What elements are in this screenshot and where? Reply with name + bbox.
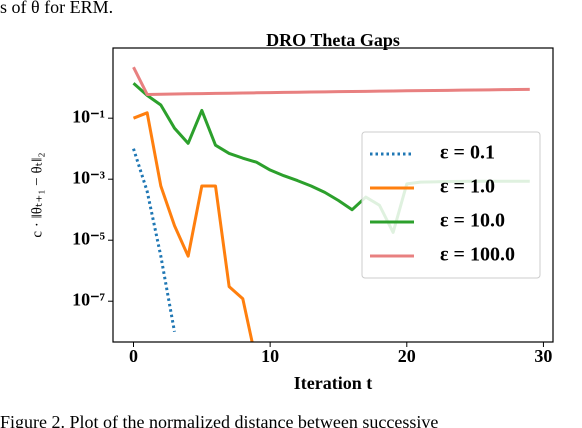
axes-frame [112, 47, 554, 343]
x-tick-label: 10 [261, 346, 279, 366]
y-tick-label: 10⁻⁷ [72, 289, 106, 309]
x-tick-label: 30 [534, 346, 552, 366]
legend-label: ε = 0.1 [440, 142, 495, 164]
x-tick-label: 20 [398, 346, 416, 366]
y-tick-label: 10⁻⁵ [72, 228, 106, 248]
legend-label: ε = 1.0 [440, 176, 495, 198]
series-line [132, 111, 254, 342]
series-line [132, 148, 176, 332]
plot-lines [132, 66, 530, 342]
legend-label: ε = 100.0 [440, 244, 515, 266]
series-line [132, 66, 530, 96]
y-axis-label: c · ‖θₜ₊₁ − θₜ‖₂ [29, 152, 45, 237]
header-text: s of θ for ERM. [0, 0, 113, 17]
x-axis-label: Iteration t [294, 373, 372, 393]
y-tick-label: 10⁻³ [72, 167, 106, 187]
x-tick-label: 0 [129, 346, 138, 366]
y-tick-label: 10⁻¹ [72, 106, 105, 126]
caption: Figure 2. Plot of the normalized distanc… [0, 412, 438, 428]
legend-box [361, 131, 541, 279]
legend-label: ε = 10.0 [440, 210, 505, 232]
chart-title: DRO Theta Gaps [266, 30, 400, 50]
